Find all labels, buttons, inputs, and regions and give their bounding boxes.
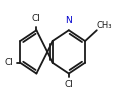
Text: Cl: Cl [64,80,73,89]
Text: Cl: Cl [5,58,14,67]
Text: CH₃: CH₃ [97,21,112,30]
Text: N: N [66,16,72,25]
Text: Cl: Cl [32,15,41,23]
